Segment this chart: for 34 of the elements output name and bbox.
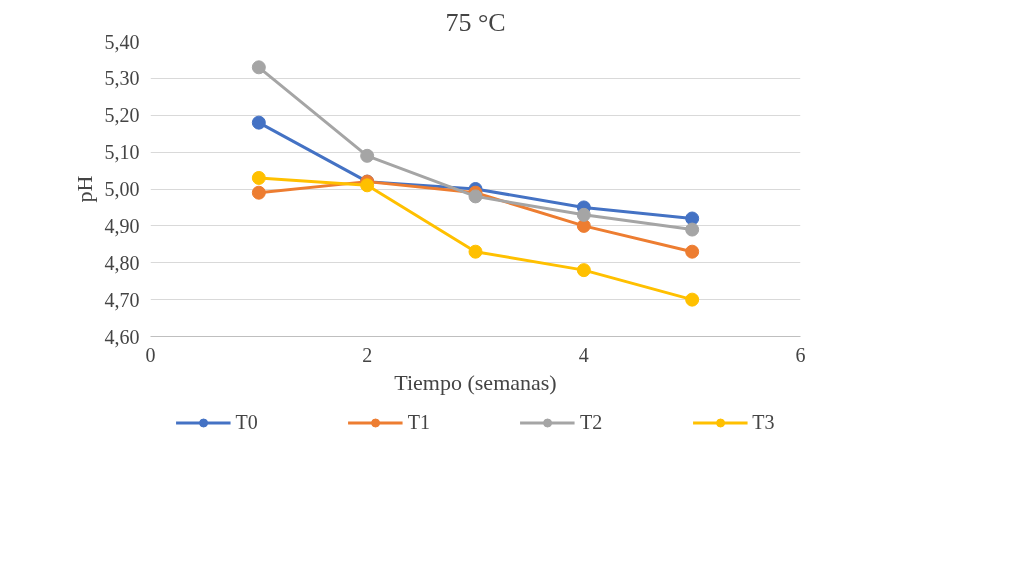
legend-label: T0: [235, 410, 258, 434]
x-tick-label: 4: [578, 343, 589, 366]
y-tick-label: 4,70: [104, 288, 140, 311]
x-tick-label: 2: [362, 343, 373, 366]
legend-label: T2: [580, 410, 603, 434]
point: [360, 178, 375, 193]
point: [468, 189, 483, 204]
legend-label: T3: [752, 410, 775, 434]
point: [685, 292, 700, 307]
y-tick-label: 5,10: [104, 141, 140, 164]
point: [251, 115, 266, 130]
y-tick-label: 4,90: [104, 214, 140, 237]
legend-label: T1: [407, 410, 430, 434]
point: [468, 244, 483, 259]
y-tick-label: 4,80: [104, 251, 140, 274]
point: [251, 60, 266, 75]
x-tick-label: 6: [795, 343, 806, 366]
y-tick-label: 5,00: [104, 178, 140, 200]
y-tick-label: 5,40: [104, 30, 140, 53]
point: [360, 148, 375, 163]
point: [685, 222, 700, 237]
point: [251, 170, 266, 185]
point: [576, 207, 591, 222]
point: [576, 263, 591, 278]
point: [685, 211, 700, 226]
y-tick-label: 4,60: [104, 325, 140, 348]
chart-title: 75 °C: [445, 7, 506, 37]
x-tick-label: 0: [145, 343, 156, 366]
x-axis-title: Tiempo (semanas): [394, 369, 557, 395]
point: [685, 244, 700, 259]
y-tick-label: 5,20: [104, 104, 140, 127]
y-axis-title: pH: [71, 175, 97, 203]
y-tick-label: 5,30: [104, 67, 140, 90]
point: [251, 185, 266, 200]
